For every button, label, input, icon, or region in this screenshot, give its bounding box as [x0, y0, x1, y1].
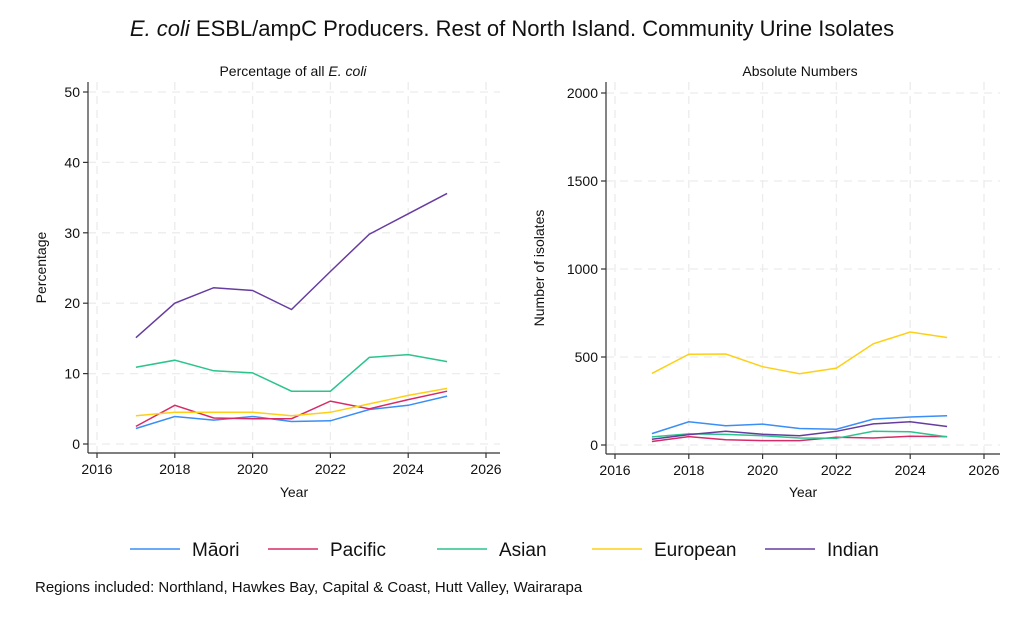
x-axis-label: Year — [280, 484, 309, 500]
legend-item: European — [592, 540, 736, 561]
legend-label: Indian — [827, 540, 879, 561]
series-line-indian — [135, 192, 448, 339]
y-tick-label: 50 — [64, 84, 80, 100]
legend: Māori Pacific Asian European Indian — [130, 540, 879, 561]
x-tick-label: 2016 — [81, 461, 112, 477]
series-line-mori — [651, 415, 948, 435]
panel-title: Percentage of all E. coli — [219, 63, 367, 79]
series-line-indian — [651, 421, 948, 440]
panel-title: Absolute Numbers — [742, 63, 857, 79]
legend-label: Asian — [499, 540, 547, 561]
chart-panel-1: Percentage of all E. coli 0 10 20 30 40 50 2016… — [33, 63, 502, 500]
legend-label: European — [654, 540, 736, 561]
legend-item: Asian — [437, 540, 547, 561]
y-tick-label: 1000 — [567, 261, 598, 277]
y-tick-label: 500 — [575, 349, 599, 365]
y-tick-label: 10 — [64, 366, 80, 382]
x-tick-label: 2024 — [895, 462, 926, 478]
y-tick-label: 0 — [590, 437, 598, 453]
x-tick-label: 2020 — [747, 462, 778, 478]
footer-note: Regions included: Northland, Hawkes Bay,… — [35, 579, 583, 596]
legend-item: Māori — [130, 540, 240, 561]
y-tick-label: 0 — [72, 436, 80, 452]
x-tick-label: 2016 — [599, 462, 630, 478]
x-tick-label: 2024 — [393, 461, 424, 477]
legend-label: Māori — [192, 540, 240, 561]
y-tick-label: 1500 — [567, 173, 598, 189]
y-tick-label: 40 — [64, 154, 80, 170]
series-line-pacific — [135, 390, 448, 428]
x-tick-label: 2018 — [159, 461, 190, 477]
y-tick-label: 20 — [64, 295, 80, 311]
legend-label: Pacific — [330, 540, 386, 561]
series-line-pacific — [651, 435, 948, 443]
series-line-asian — [135, 353, 448, 392]
x-tick-label: 2026 — [968, 462, 999, 478]
y-tick-label: 2000 — [567, 85, 598, 101]
series-line-mori — [135, 395, 448, 430]
y-axis-label: Number of isolates — [531, 210, 547, 327]
figure-title: E. coli ESBL/ampC Producers. Rest of Nor… — [130, 16, 894, 41]
legend-item: Indian — [765, 540, 879, 561]
y-axis-label: Percentage — [33, 231, 49, 303]
series-line-european — [651, 331, 948, 375]
x-tick-label: 2020 — [237, 461, 268, 477]
x-tick-label: 2026 — [470, 461, 501, 477]
x-axis-label: Year — [789, 484, 818, 500]
x-tick-label: 2022 — [821, 462, 852, 478]
chart-panel-2: Absolute Numbers 0 500 1000 1500 2000 2016 2018… — [531, 63, 1000, 500]
y-tick-label: 30 — [64, 225, 80, 241]
x-tick-label: 2022 — [315, 461, 346, 477]
series-line-european — [135, 387, 448, 417]
x-tick-label: 2018 — [673, 462, 704, 478]
legend-item: Pacific — [268, 540, 386, 561]
